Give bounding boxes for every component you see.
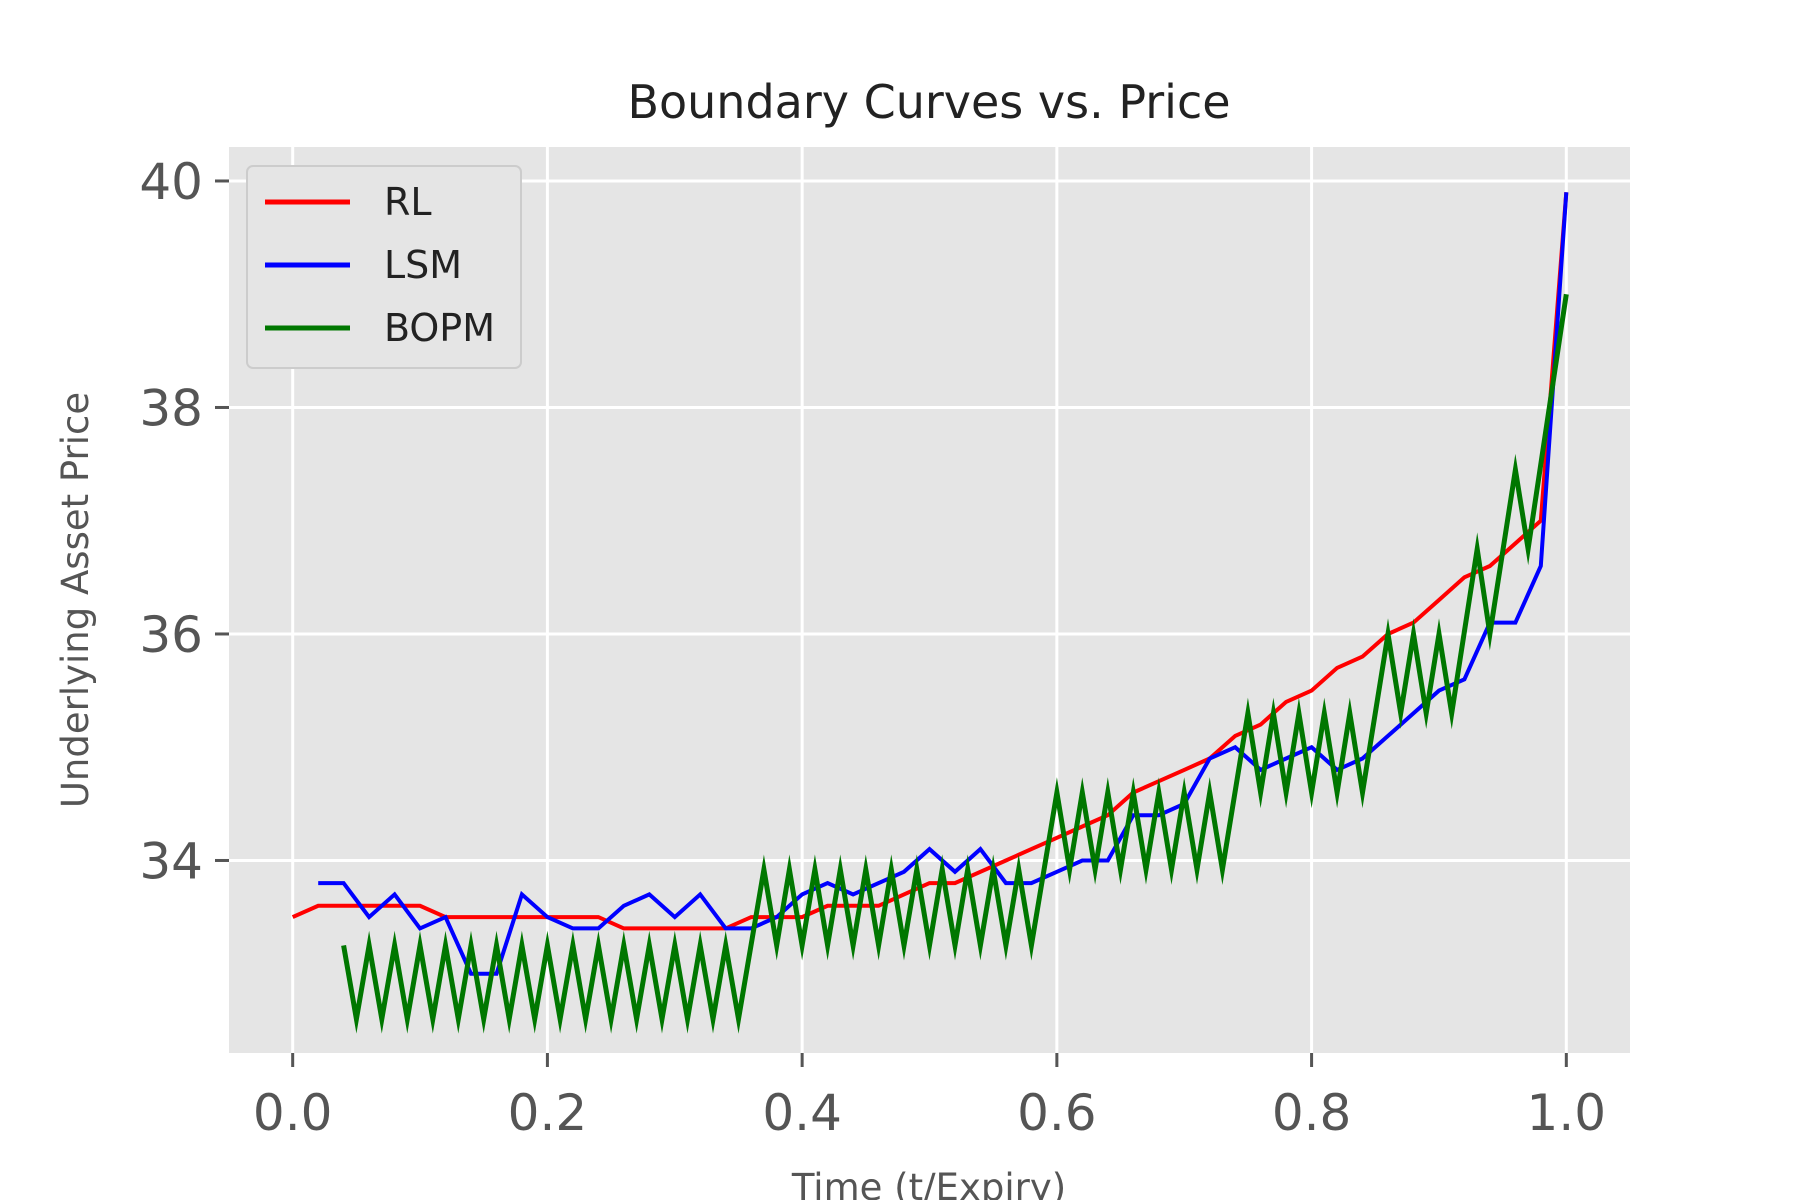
axis-ticks: 0.0 0.2 0.4 0.6 0.8 1.0 34 36 38 40 [139, 153, 1606, 1142]
y-tick-label: 38 [139, 379, 203, 437]
legend-label-bopm: BOPM [384, 306, 495, 350]
x-tick-label: 0.8 [1272, 1084, 1352, 1142]
x-tick-label: 0.0 [253, 1084, 333, 1142]
x-tick-label: 0.4 [762, 1084, 842, 1142]
legend-box [246, 165, 522, 369]
x-tick-label: 0.2 [508, 1084, 588, 1142]
y-axis-label: Underlying Asset Price [54, 392, 97, 808]
legend-label-rl: RL [384, 180, 432, 224]
legend: RL LSM BOPM [246, 165, 522, 369]
x-tick-label: 1.0 [1527, 1084, 1607, 1142]
y-tick-label: 40 [139, 153, 203, 211]
y-tick-label: 34 [139, 832, 203, 890]
x-axis-label: Time (t/Expiry) [791, 1166, 1066, 1200]
legend-label-lsm: LSM [384, 243, 462, 287]
series-line-rl [291, 192, 1569, 931]
chart-title: Boundary Curves vs. Price [627, 75, 1230, 129]
series-lines [291, 192, 1569, 1034]
y-tick-label: 36 [139, 606, 203, 664]
x-tick-label: 0.6 [1017, 1084, 1097, 1142]
series-line-bopm [341, 293, 1569, 1034]
